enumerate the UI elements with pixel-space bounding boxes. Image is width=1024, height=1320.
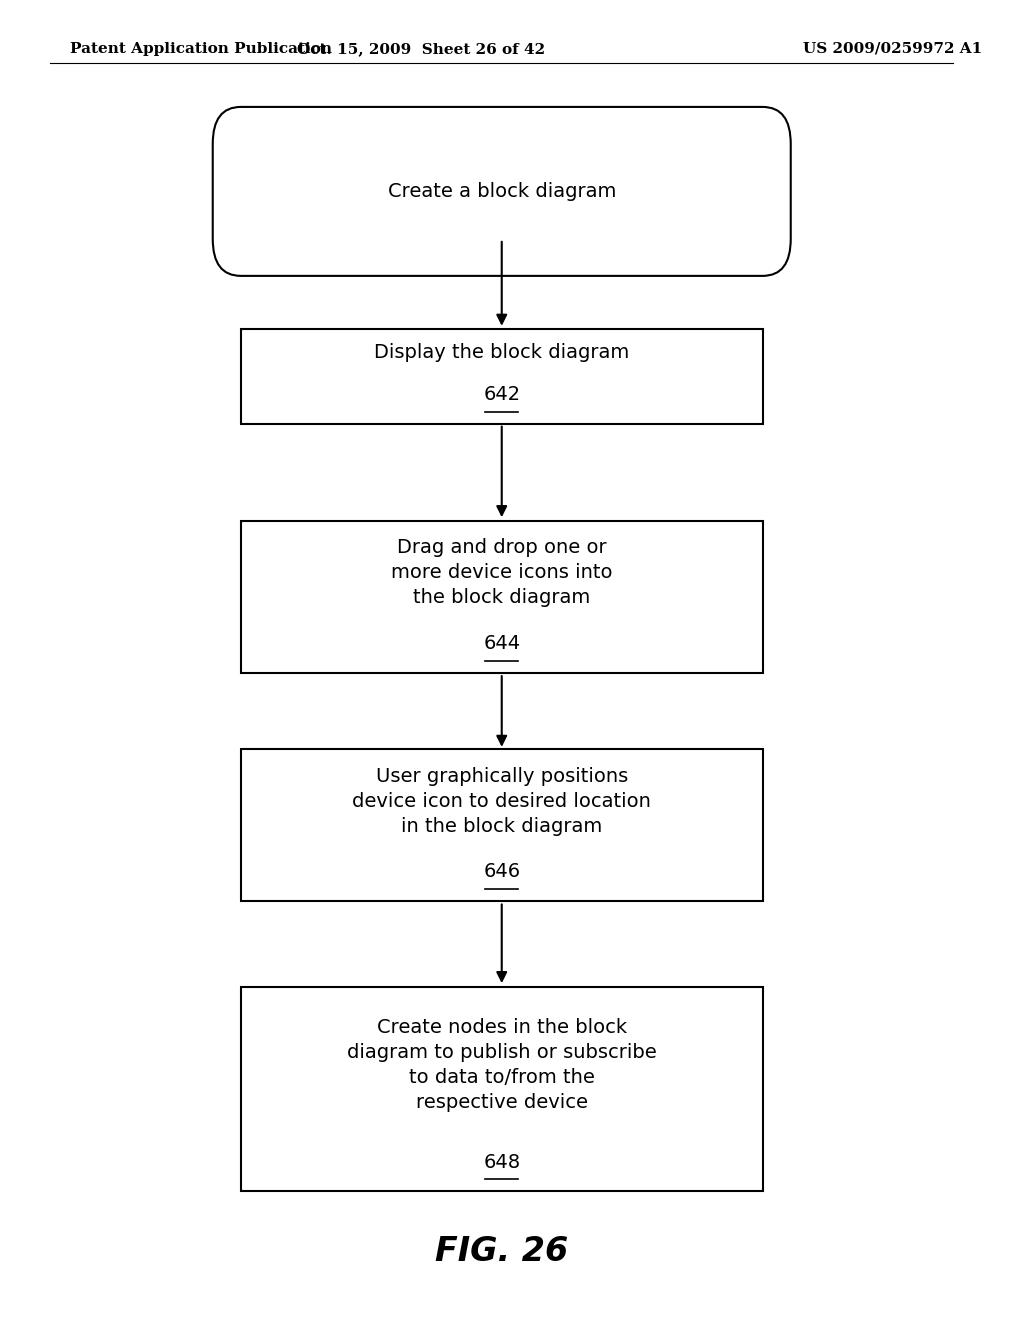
Text: User graphically positions
device icon to desired location
in the block diagram: User graphically positions device icon t… (352, 767, 651, 836)
FancyBboxPatch shape (241, 987, 763, 1191)
Text: Patent Application Publication: Patent Application Publication (71, 42, 332, 55)
Text: Drag and drop one or
more device icons into
the block diagram: Drag and drop one or more device icons i… (391, 539, 612, 607)
Text: Display the block diagram: Display the block diagram (374, 343, 630, 362)
FancyBboxPatch shape (241, 520, 763, 672)
Text: Oct. 15, 2009  Sheet 26 of 42: Oct. 15, 2009 Sheet 26 of 42 (297, 42, 546, 55)
FancyBboxPatch shape (213, 107, 791, 276)
FancyBboxPatch shape (241, 750, 763, 900)
Text: Create a block diagram: Create a block diagram (387, 182, 615, 201)
Text: 642: 642 (483, 385, 520, 404)
Text: 648: 648 (483, 1152, 520, 1172)
Text: 646: 646 (483, 862, 520, 882)
Text: US 2009/0259972 A1: US 2009/0259972 A1 (803, 42, 982, 55)
Text: FIG. 26: FIG. 26 (435, 1236, 568, 1267)
FancyBboxPatch shape (241, 329, 763, 424)
Text: Create nodes in the block
diagram to publish or subscribe
to data to/from the
re: Create nodes in the block diagram to pub… (347, 1018, 656, 1113)
Text: 644: 644 (483, 634, 520, 653)
